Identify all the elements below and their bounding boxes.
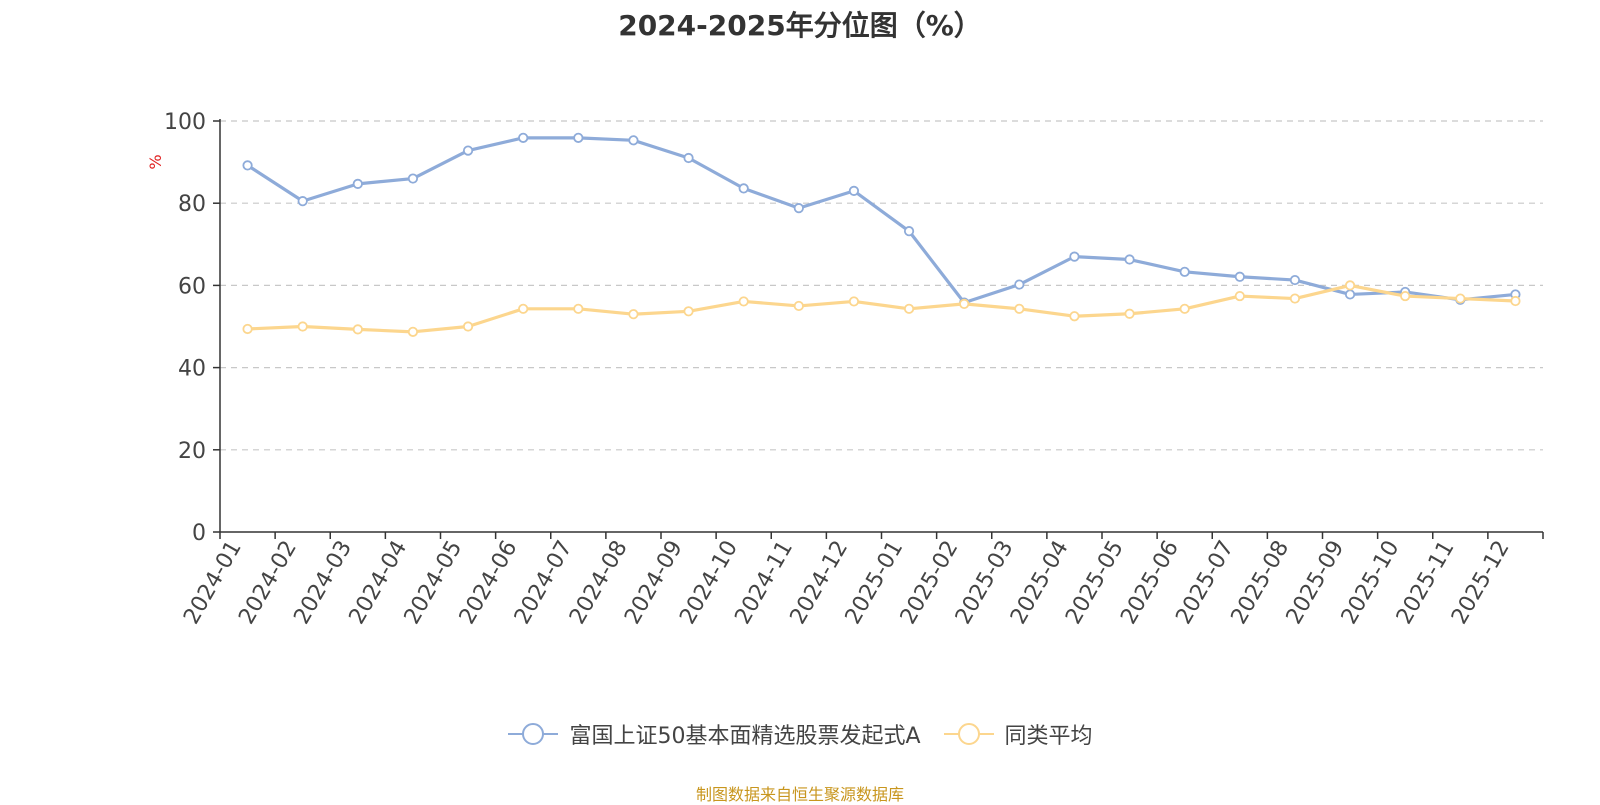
y-tick-label: 100 (164, 110, 206, 135)
data-point (1234, 290, 1245, 302)
data-point (1289, 274, 1301, 286)
data-point (1510, 295, 1521, 307)
y-tick-label: 80 (178, 192, 206, 217)
data-point (848, 296, 860, 307)
data-point (1344, 280, 1356, 291)
data-point (573, 132, 584, 143)
data-point (793, 203, 804, 214)
data-point (903, 303, 915, 314)
data-point (1124, 254, 1135, 265)
data-point (848, 185, 860, 196)
data-point (242, 323, 253, 335)
data-point (242, 160, 253, 171)
data-point (1179, 266, 1190, 277)
data-point (683, 152, 694, 164)
legend-swatch-marker (522, 723, 545, 745)
data-point (628, 135, 639, 146)
legend-item[interactable]: 富国上证50基本面精选股票发起式A (507, 718, 921, 750)
data-point (573, 303, 584, 314)
data-point (1124, 308, 1135, 319)
data-point (1289, 293, 1301, 304)
data-point (738, 183, 749, 194)
data-point (352, 178, 363, 189)
data-point (628, 309, 639, 320)
data-point (518, 303, 529, 314)
data-point (683, 306, 694, 317)
data-point (1069, 311, 1080, 322)
gridlines (220, 120, 1543, 451)
series-lines (242, 132, 1521, 337)
data-point (1014, 279, 1025, 290)
legend-swatch-icon (943, 723, 994, 745)
data-point (959, 298, 970, 309)
legend: 富国上证50基本面精选股票发起式A 同类平均 (0, 718, 1600, 750)
data-point (352, 324, 363, 335)
data-point (1344, 289, 1356, 300)
y-tick-label: 0 (192, 521, 206, 546)
y-axis-unit-label: % (146, 154, 165, 169)
source-note: 制图数据来自恒生聚源数据库 (695, 785, 904, 804)
y-tick-label: 60 (178, 274, 206, 299)
chart-title: 2024-2025年分位图（%） (618, 9, 982, 42)
legend-item[interactable]: 同类平均 (943, 718, 1093, 750)
data-point (1400, 290, 1411, 302)
data-point (407, 326, 419, 337)
data-point (462, 321, 474, 332)
y-tick-label: 40 (178, 357, 206, 382)
data-point (793, 300, 804, 312)
y-tick-label: 20 (178, 439, 206, 464)
data-point (462, 145, 474, 156)
data-point (738, 296, 749, 307)
data-point (518, 132, 529, 143)
data-point (1069, 251, 1080, 262)
series-line (246, 136, 1516, 305)
data-point (407, 173, 419, 184)
series-line (247, 283, 1516, 334)
data-point (903, 226, 915, 237)
data-point (1179, 303, 1190, 314)
legend-swatch-icon (508, 723, 559, 745)
data-point (297, 196, 308, 207)
legend-label: 富国上证50基本面精选股票发起式A (569, 724, 921, 749)
legend-swatch-marker (957, 723, 980, 745)
data-point (1014, 303, 1025, 314)
legend-label: 同类平均 (1004, 724, 1093, 749)
data-point (1234, 271, 1245, 282)
data-point (297, 321, 308, 332)
data-point (1455, 293, 1466, 304)
